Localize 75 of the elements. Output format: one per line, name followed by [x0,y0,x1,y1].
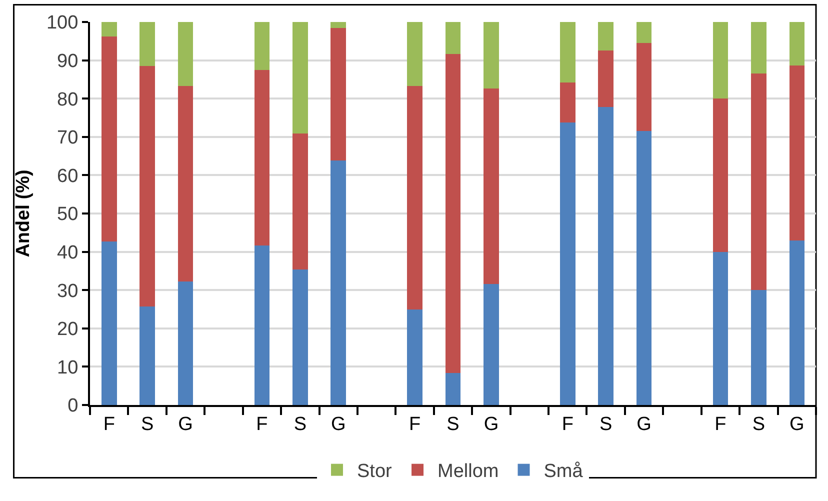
bar [445,372,461,405]
y-tick-label: 30 [57,280,78,302]
bar [445,54,461,373]
bar [598,22,614,50]
x-tick-label: F [408,414,421,435]
bar [751,22,766,74]
bar [101,36,117,242]
bar [407,309,422,405]
bar [178,22,194,86]
bar [751,73,766,290]
bar [560,82,576,123]
bar [560,22,576,83]
x-tick-label: G [484,414,499,435]
bar [751,290,766,405]
bar [292,133,308,270]
x-tick-label: F [256,414,268,435]
bar [636,22,652,44]
x-tick-label: S [294,414,307,435]
bar [789,240,805,405]
bar [484,88,499,284]
bar [254,22,270,70]
y-tick-label: 90 [57,50,78,72]
bar [560,122,576,405]
bar [292,22,308,134]
bar [254,70,270,246]
y-tick-label: 0 [68,396,78,417]
bar [598,50,614,108]
legend-label: Mellom [438,461,499,482]
y-tick-label: 10 [57,357,78,378]
y-tick-label: 40 [57,242,78,264]
bar [330,28,346,161]
bar [712,252,728,405]
bar [140,66,155,307]
y-tick-label: 100 [46,12,78,34]
bar [407,86,422,310]
bar [712,22,728,99]
x-tick-label: S [140,414,154,435]
bar [330,22,346,28]
bar [330,160,346,405]
bar [598,107,614,405]
bar [789,65,805,241]
bar [484,284,499,405]
y-tick-label: 20 [57,319,78,340]
bar [101,241,117,405]
legend-label: Stor [357,461,393,482]
bar [254,245,270,405]
bar [178,282,194,405]
bar [178,86,194,282]
bar [140,22,155,66]
bar [407,22,422,86]
y-tick-label: 50 [57,204,78,226]
bar [292,269,308,405]
x-tick-label: G [636,414,652,435]
y-tick-label: 60 [57,166,78,187]
bar [789,22,805,66]
bar [101,22,117,37]
bar [636,130,652,405]
bar [636,43,652,131]
y-tick-label: 70 [57,128,78,149]
bar [445,22,461,54]
y-axis-title: Andel (%) [12,170,34,258]
x-tick-label: S [599,414,612,435]
x-tick-label: G [330,414,346,435]
x-tick-label: F [714,414,726,435]
y-tick-label: 80 [57,89,78,110]
x-tick-label: F [103,414,115,435]
x-tick-label: F [562,414,574,435]
bar [140,306,155,405]
x-tick-label: G [178,414,193,435]
x-tick-label: G [790,414,804,435]
x-tick-label: S [752,414,766,435]
x-tick-label: S [446,414,460,435]
bar [484,22,499,88]
legend-label: Små [544,461,584,482]
bar [712,98,728,252]
